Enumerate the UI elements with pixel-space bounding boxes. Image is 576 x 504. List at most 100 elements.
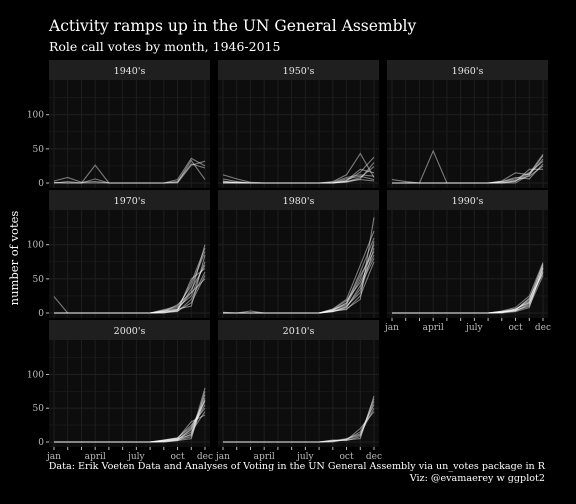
series-line <box>54 387 206 443</box>
series-line <box>223 241 375 314</box>
series-line <box>54 397 206 443</box>
panel-background <box>49 340 210 447</box>
panel-background <box>218 80 379 188</box>
facet-strip-label: 1970's <box>114 196 146 207</box>
series-line <box>223 230 375 314</box>
series-line <box>223 401 375 443</box>
panel-background <box>49 80 210 188</box>
series-line <box>54 254 206 314</box>
series-line <box>53 244 206 314</box>
series-line <box>54 271 206 314</box>
facet-strip <box>218 320 379 340</box>
series-line <box>392 266 544 314</box>
facet-strip-label: 2010's <box>283 326 315 337</box>
series-line <box>53 159 206 184</box>
series-line <box>54 264 206 314</box>
facet-strip-label: 1990's <box>452 196 484 207</box>
series-line <box>54 157 206 184</box>
series-line <box>392 270 544 314</box>
facet-strip-label: 1960's <box>452 66 484 77</box>
x-tick-label: april <box>423 323 444 333</box>
series-line <box>392 275 544 314</box>
x-tick-label: jan <box>46 452 61 462</box>
series-line <box>391 149 544 184</box>
series-line <box>223 261 375 314</box>
series-line <box>392 264 544 314</box>
series-line <box>222 179 375 184</box>
y-tick-label: 100 <box>27 111 44 121</box>
panel-background <box>218 210 379 318</box>
series-line <box>223 247 375 314</box>
series-line <box>223 244 375 314</box>
facet-strip-label: 2000's <box>114 326 146 337</box>
series-line <box>223 251 375 314</box>
x-tick-label: dec <box>197 452 213 462</box>
series-line <box>53 163 206 184</box>
series-line <box>222 217 375 314</box>
series-line <box>223 254 375 314</box>
facet-panel: 1990's jan april july oct dec <box>384 190 551 333</box>
series-line <box>54 278 206 314</box>
y-tick-label: 50 <box>33 145 45 155</box>
series-line <box>54 407 206 443</box>
facet-panel: 1960's <box>387 60 548 188</box>
y-tick-label: 0 <box>38 438 44 448</box>
facet-panel: 1980's <box>218 190 379 318</box>
facet-strip <box>387 60 548 80</box>
series-line <box>223 395 375 443</box>
y-tick-label: 0 <box>38 309 44 319</box>
series-line <box>392 263 544 314</box>
caption: Data: Erik Voeten Data and Analyses of V… <box>49 461 545 484</box>
x-tick-label: dec <box>535 323 551 333</box>
panel-background <box>49 210 210 318</box>
chart-title: Activity ramps up in the UN General Asse… <box>49 17 417 35</box>
x-tick-label: july <box>465 323 483 333</box>
series-line <box>222 166 375 184</box>
x-tick-label: dec <box>366 452 382 462</box>
series-line <box>54 251 206 314</box>
series-line <box>392 271 544 314</box>
series-line <box>54 401 206 443</box>
x-tick-label: oct <box>171 452 185 462</box>
y-tick-label: 100 <box>27 370 44 380</box>
facet-panel: 2000's 0 50 100 jan april july oct dec <box>27 320 213 462</box>
series-line <box>223 258 375 314</box>
series-line <box>223 156 375 184</box>
y-tick-label: 0 <box>38 179 44 189</box>
y-tick-label: 50 <box>33 275 45 285</box>
facet-strip-label: 1940's <box>114 66 146 77</box>
series-line <box>392 273 544 314</box>
caption-source: Data: Erik Voeten Data and Analyses of V… <box>48 461 545 472</box>
chart-subtitle: Role call votes by month, 1946-2015 <box>49 39 281 54</box>
series-line <box>222 174 375 184</box>
series-line <box>392 165 544 184</box>
caption-credit: Viz: @evamaerey w ggplot2 <box>409 472 545 484</box>
series-line <box>392 163 544 184</box>
series-line <box>392 158 544 184</box>
y-tick-label: 50 <box>33 404 45 414</box>
panel-background <box>218 340 379 447</box>
series-line <box>223 407 375 443</box>
facet-strip-label: 1980's <box>283 196 315 207</box>
facet-strip <box>49 190 210 210</box>
x-tick-label: oct <box>509 323 523 333</box>
series-line <box>54 404 206 443</box>
series-line <box>223 404 375 443</box>
x-tick-label: july <box>127 452 145 462</box>
facet-strip <box>218 60 379 80</box>
series-line <box>223 411 375 443</box>
series-line <box>54 268 206 314</box>
series-line <box>392 267 544 314</box>
series-line <box>392 153 544 184</box>
series-line <box>53 160 206 184</box>
series-line <box>223 174 375 184</box>
series-line <box>54 391 206 443</box>
series-line <box>54 247 206 314</box>
facet-strip-label: 1950's <box>283 66 315 77</box>
x-tick-label: jan <box>384 323 399 333</box>
facet-panel: 1970's 0 50 100 <box>27 190 210 319</box>
series-line <box>392 160 544 184</box>
series-line <box>222 152 375 184</box>
facet-panel: 1950's <box>218 60 379 188</box>
